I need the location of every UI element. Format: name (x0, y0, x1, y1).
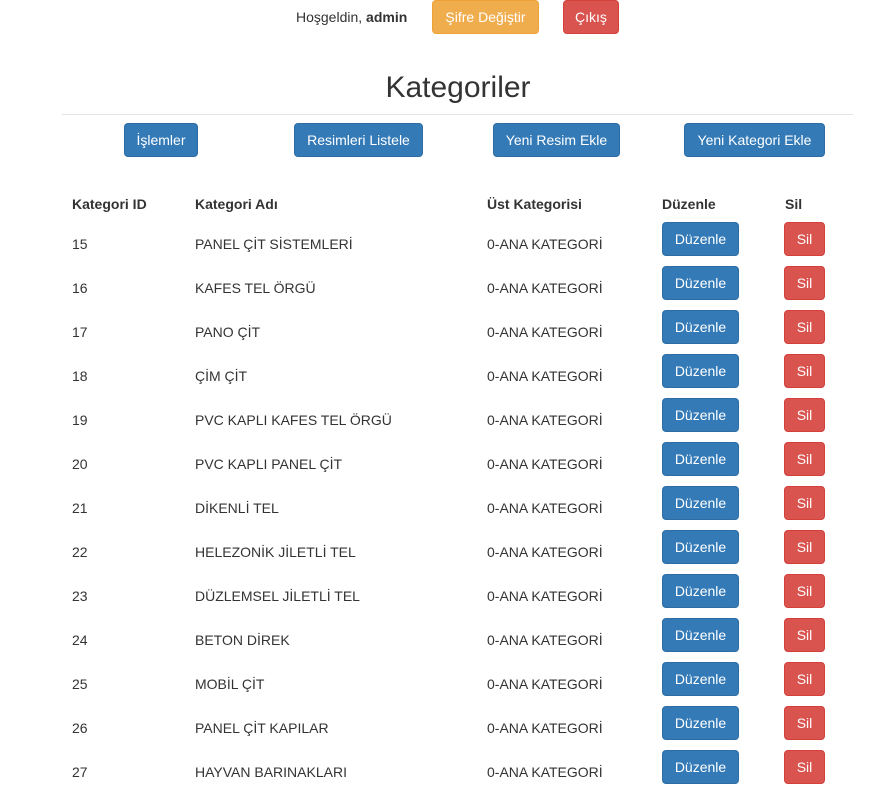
category-name-cell: PANEL ÇİT SİSTEMLERİ (195, 236, 353, 252)
add-image-button[interactable]: Yeni Resim Ekle (493, 123, 620, 157)
parent-category-cell: 0-ANA KATEGORİ (487, 500, 603, 516)
category-id-cell: 15 (72, 236, 88, 252)
delete-button[interactable]: Sil (784, 706, 825, 740)
username: admin (366, 9, 408, 25)
edit-button[interactable]: Düzenle (662, 706, 739, 740)
table-row: 18 ÇİM ÇİT 0-ANA KATEGORİ Düzenle Sil (0, 354, 893, 398)
table-row: 16 KAFES TEL ÖRGÜ 0-ANA KATEGORİ Düzenle Sil (0, 266, 893, 310)
delete-button[interactable]: Sil (784, 750, 825, 784)
category-id-cell: 20 (72, 456, 88, 472)
parent-category-cell: 0-ANA KATEGORİ (487, 456, 603, 472)
category-name-cell: PVC KAPLI PANEL ÇİT (195, 456, 343, 472)
parent-category-cell: 0-ANA KATEGORİ (487, 280, 603, 296)
category-name-cell: ÇİM ÇİT (195, 368, 248, 384)
edit-button[interactable]: Düzenle (662, 222, 739, 256)
table-row: 20 PVC KAPLI PANEL ÇİT 0-ANA KATEGORİ Düzen… (0, 442, 893, 486)
edit-button[interactable]: Düzenle (662, 310, 739, 344)
delete-button[interactable]: Sil (784, 618, 825, 652)
table-row: 24 BETON DİREK 0-ANA KATEGORİ Düzenle Sil (0, 618, 893, 662)
category-id-cell: 21 (72, 500, 88, 516)
parent-category-cell: 0-ANA KATEGORİ (487, 324, 603, 340)
category-id-cell: 27 (72, 764, 88, 780)
delete-button[interactable]: Sil (784, 222, 825, 256)
table-row: 19 PVC KAPLI KAFES TEL ÖRGÜ 0-ANA KATEGORİ… (0, 398, 893, 442)
category-name-cell: HELEZONİK JİLETLİ TEL (195, 544, 356, 560)
table-row: 22 HELEZONİK JİLETLİ TEL 0-ANA KATEGORİ Düz… (0, 530, 893, 574)
parent-category-cell: 0-ANA KATEGORİ (487, 368, 603, 384)
delete-button[interactable]: Sil (784, 530, 825, 564)
category-id-cell: 25 (72, 676, 88, 692)
delete-button[interactable]: Sil (784, 266, 825, 300)
category-id-cell: 19 (72, 412, 88, 428)
delete-button[interactable]: Sil (784, 354, 825, 388)
edit-button[interactable]: Düzenle (662, 442, 739, 476)
page-title: Kategoriler (385, 71, 531, 104)
table-row: 23 DÜZLEMSEL JİLETLİ TEL 0-ANA KATEGORİ Düz… (0, 574, 893, 618)
header-parent-category: Üst Kategorisi (487, 196, 582, 212)
title-divider (62, 114, 853, 115)
top-bar: Hoşgeldin, admin Şifre Değiştir Çıkış (0, 0, 893, 40)
welcome-text: Hoşgeldin, (296, 9, 363, 25)
parent-category-cell: 0-ANA KATEGORİ (487, 544, 603, 560)
category-name-cell: HAYVAN BARINAKLARI (195, 764, 347, 780)
header-category-id: Kategori ID (72, 196, 147, 212)
category-name-cell: BETON DİREK (195, 632, 290, 648)
table-row: 27 HAYVAN BARINAKLARI 0-ANA KATEGORİ Düzenl… (0, 750, 893, 794)
delete-button[interactable]: Sil (784, 574, 825, 608)
delete-button[interactable]: Sil (784, 486, 825, 520)
category-name-cell: PANO ÇİT (195, 324, 261, 340)
edit-button[interactable]: Düzenle (662, 574, 739, 608)
change-password-button[interactable]: Şifre Değiştir (432, 0, 539, 34)
category-id-cell: 26 (72, 720, 88, 736)
parent-category-cell: 0-ANA KATEGORİ (487, 588, 603, 604)
category-id-cell: 18 (72, 368, 88, 384)
parent-category-cell: 0-ANA KATEGORİ (487, 632, 603, 648)
table-row: 25 MOBİL ÇİT 0-ANA KATEGORİ Düzenle Sil (0, 662, 893, 706)
edit-button[interactable]: Düzenle (662, 662, 739, 696)
category-name-cell: KAFES TEL ÖRGÜ (195, 280, 316, 296)
header-edit: Düzenle (662, 196, 716, 212)
parent-category-cell: 0-ANA KATEGORİ (487, 412, 603, 428)
edit-button[interactable]: Düzenle (662, 398, 739, 432)
delete-button[interactable]: Sil (784, 398, 825, 432)
category-name-cell: MOBİL ÇİT (195, 676, 265, 692)
category-name-cell: DÜZLEMSEL JİLETLİ TEL (195, 588, 360, 604)
delete-button[interactable]: Sil (784, 310, 825, 344)
operations-button[interactable]: İşlemler (124, 123, 198, 157)
category-name-cell: DİKENLİ TEL (195, 500, 279, 516)
parent-category-cell: 0-ANA KATEGORİ (487, 720, 603, 736)
list-images-button[interactable]: Resimleri Listele (294, 123, 423, 157)
table-row: 17 PANO ÇİT 0-ANA KATEGORİ Düzenle Sil (0, 310, 893, 354)
edit-button[interactable]: Düzenle (662, 750, 739, 784)
category-id-cell: 24 (72, 632, 88, 648)
category-id-cell: 23 (72, 588, 88, 604)
add-category-button[interactable]: Yeni Kategori Ekle (684, 123, 825, 157)
welcome-message: Hoşgeldin, admin (296, 9, 407, 25)
header-category-name: Kategori Adı (195, 196, 278, 212)
delete-button[interactable]: Sil (784, 442, 825, 476)
parent-category-cell: 0-ANA KATEGORİ (487, 676, 603, 692)
parent-category-cell: 0-ANA KATEGORİ (487, 236, 603, 252)
edit-button[interactable]: Düzenle (662, 486, 739, 520)
table-row: 21 DİKENLİ TEL 0-ANA KATEGORİ Düzenle Sil (0, 486, 893, 530)
category-id-cell: 17 (72, 324, 88, 340)
category-id-cell: 16 (72, 280, 88, 296)
category-id-cell: 22 (72, 544, 88, 560)
table-row: 26 PANEL ÇİT KAPILAR 0-ANA KATEGORİ Düzenle… (0, 706, 893, 750)
logout-button[interactable]: Çıkış (563, 0, 619, 34)
category-name-cell: PANEL ÇİT KAPILAR (195, 720, 329, 736)
edit-button[interactable]: Düzenle (662, 618, 739, 652)
table-row: 15 PANEL ÇİT SİSTEMLERİ 0-ANA KATEGORİ Düze… (0, 222, 893, 266)
header-delete: Sil (785, 196, 803, 212)
edit-button[interactable]: Düzenle (662, 530, 739, 564)
delete-button[interactable]: Sil (784, 662, 825, 696)
edit-button[interactable]: Düzenle (662, 354, 739, 388)
parent-category-cell: 0-ANA KATEGORİ (487, 764, 603, 780)
category-name-cell: PVC KAPLI KAFES TEL ÖRGÜ (195, 412, 392, 428)
edit-button[interactable]: Düzenle (662, 266, 739, 300)
